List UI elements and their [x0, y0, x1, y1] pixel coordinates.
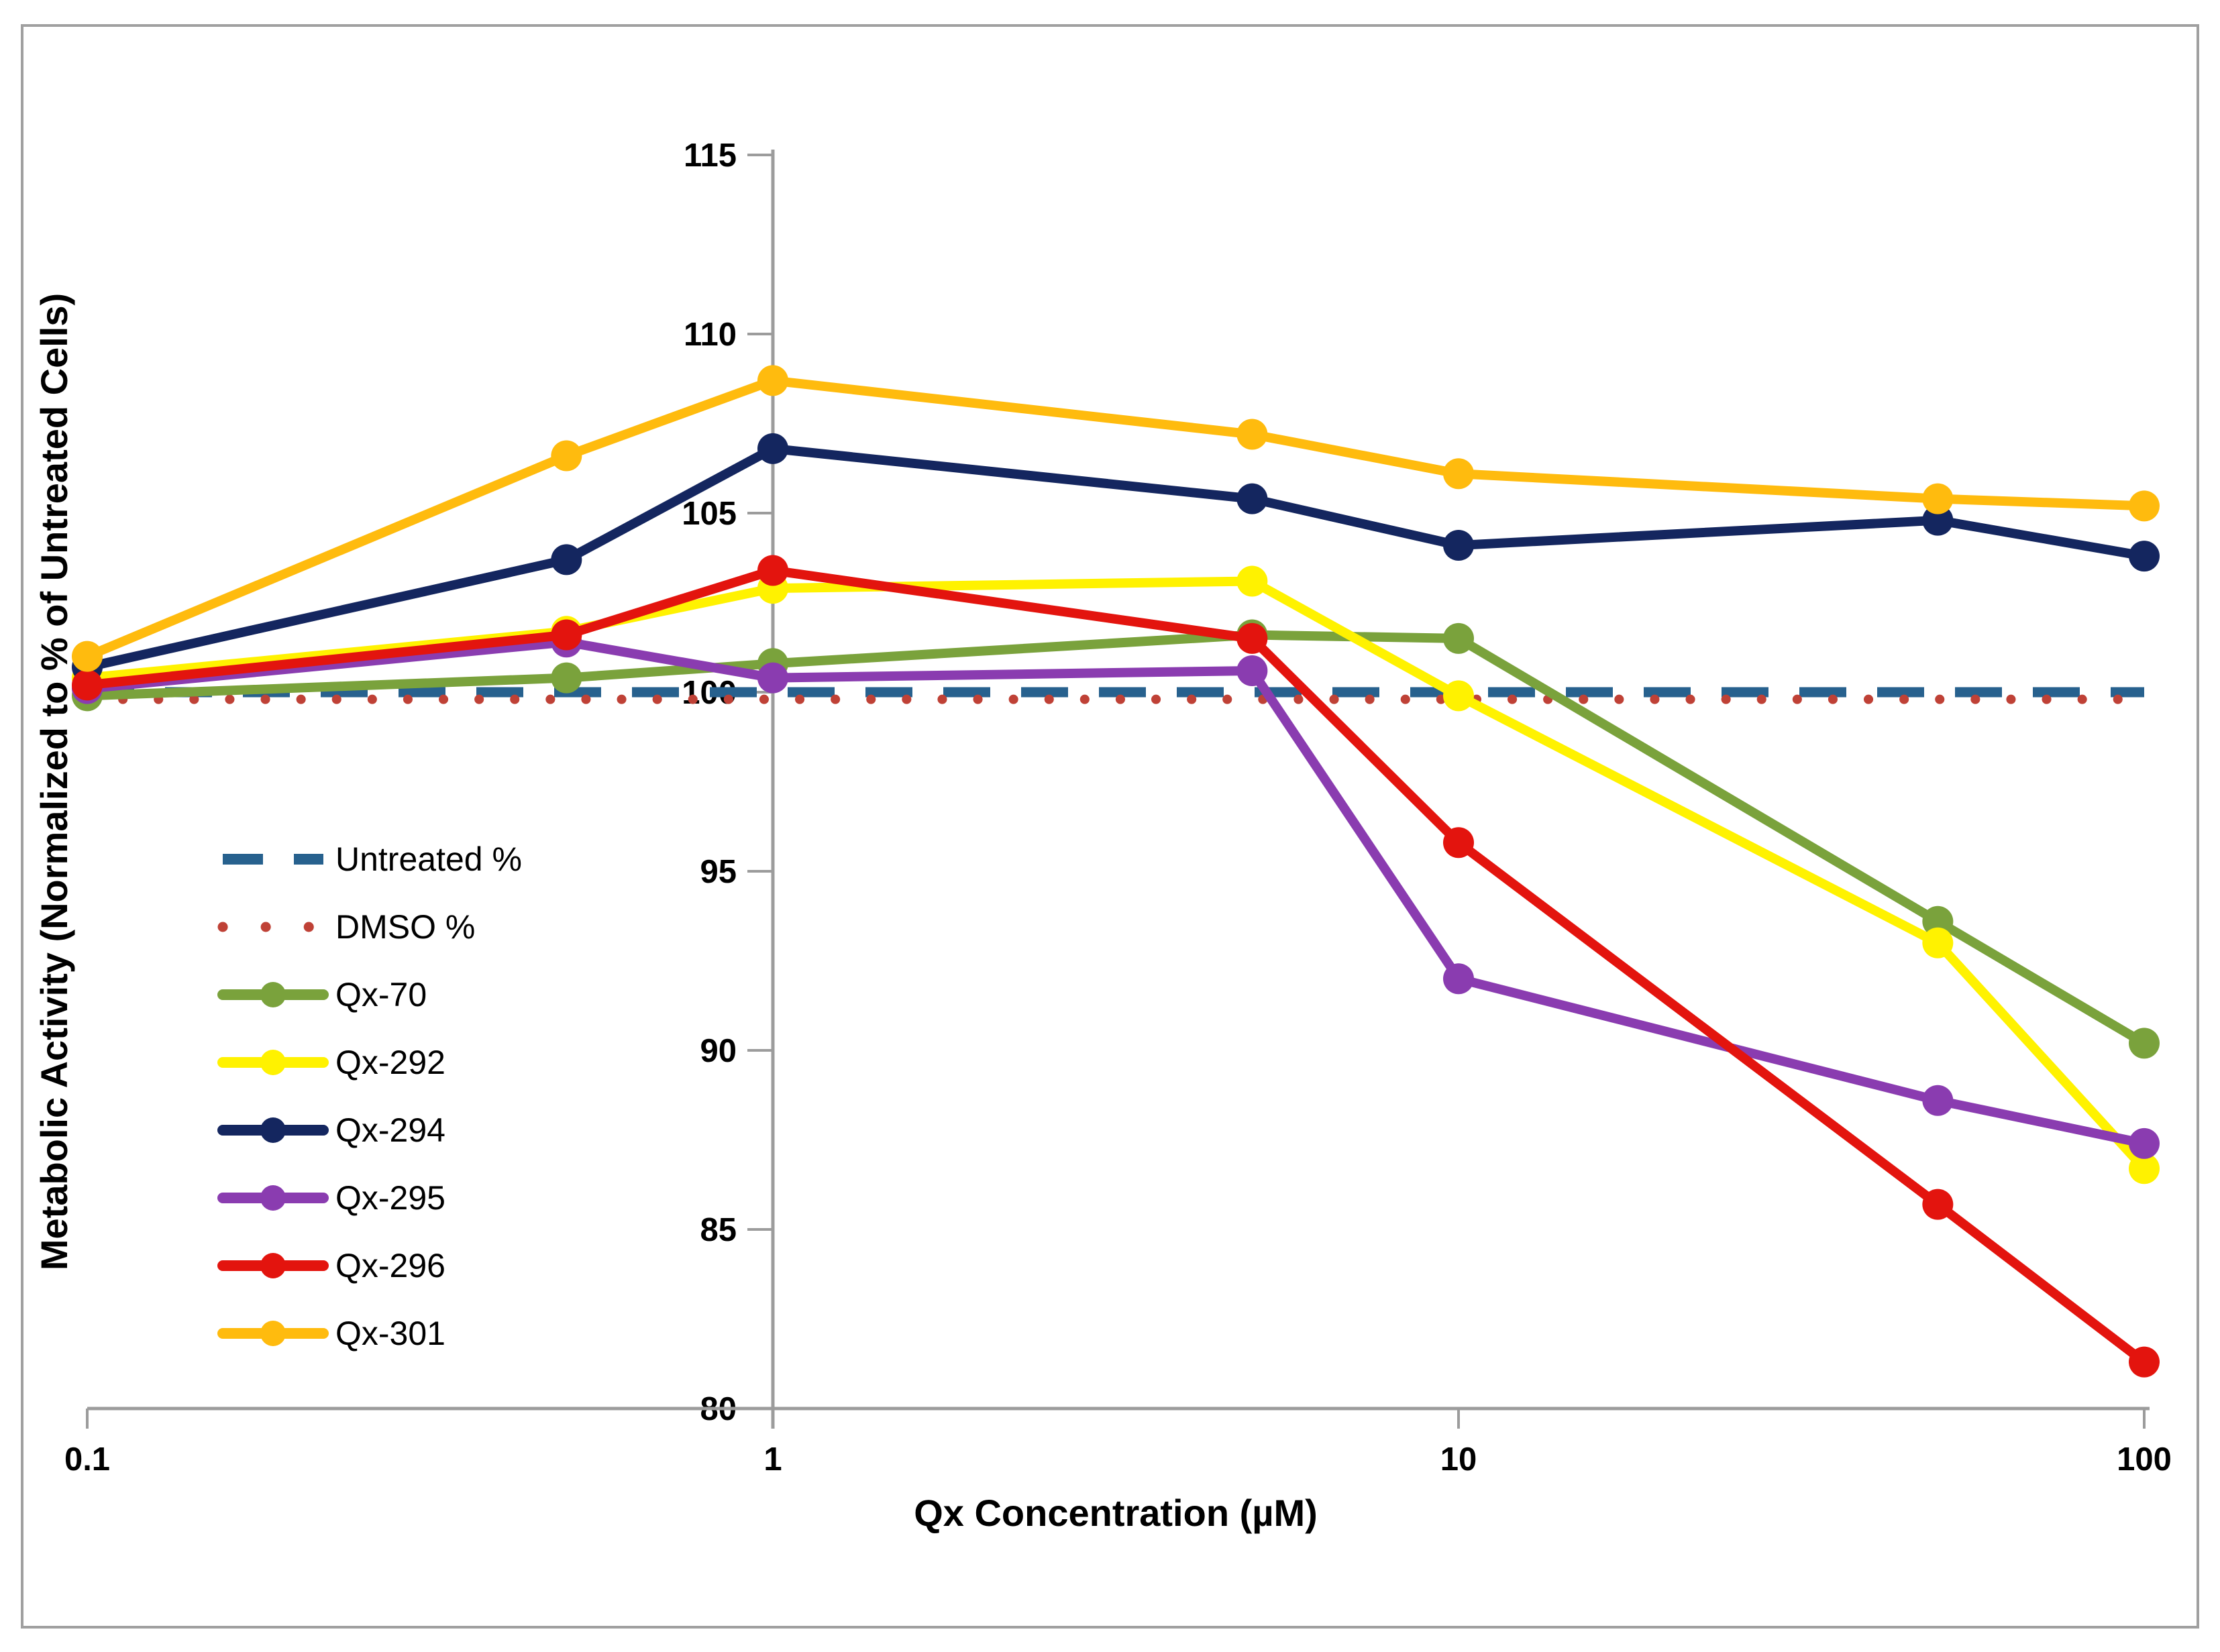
y-axis-tick-label: 110 — [684, 317, 737, 353]
legend-item-dmso: DMSO % — [217, 908, 475, 946]
legend-swatch-marker — [260, 982, 286, 1007]
legend-item-qx-296: Qx-296 — [217, 1247, 445, 1284]
data-point — [1443, 963, 1474, 995]
y-axis-tick-label: 90 — [700, 1033, 737, 1069]
data-point — [2129, 1028, 2160, 1059]
legend-item-label: Qx-70 — [335, 976, 427, 1013]
legend-item-label: Qx-301 — [335, 1315, 445, 1352]
series-qx-301 — [72, 365, 2160, 672]
legend-item-qx-295: Qx-295 — [217, 1179, 445, 1217]
data-point — [1922, 927, 1954, 958]
data-point — [1922, 483, 1954, 514]
legend-swatch-marker — [260, 1050, 286, 1075]
data-point — [1236, 622, 1268, 654]
data-point — [1922, 1189, 1954, 1220]
data-point — [72, 669, 103, 701]
data-point — [2129, 490, 2160, 522]
data-point — [2129, 541, 2160, 572]
data-point — [1443, 530, 1474, 561]
data-point — [1236, 483, 1268, 514]
data-point — [2129, 1153, 2160, 1185]
series-qx-294 — [72, 433, 2160, 683]
data-point — [1443, 458, 1474, 490]
data-point — [2129, 1127, 2160, 1159]
legend-swatch-marker — [260, 1185, 286, 1211]
legend-swatch-marker — [260, 1321, 286, 1346]
data-point — [1236, 655, 1268, 686]
data-point — [1922, 504, 1954, 536]
data-point — [1922, 905, 1954, 937]
data-point — [551, 662, 582, 694]
data-point — [72, 641, 103, 672]
legend-item-qx-70: Qx-70 — [217, 976, 427, 1013]
data-point — [1236, 565, 1268, 597]
y-axis-tick-label: 85 — [700, 1212, 737, 1248]
legend-item-label: Qx-295 — [335, 1179, 445, 1217]
data-point — [551, 544, 582, 575]
data-point — [551, 440, 582, 472]
data-point — [757, 433, 788, 464]
legend: Untreated % DMSO % Qx-70 Qx-292 Qx-294 Qx-295… — [217, 840, 522, 1352]
legend-item-qx-294: Qx-294 — [217, 1111, 445, 1149]
x-axis: 0.1 1 10 100 — [64, 1407, 2172, 1478]
legend-swatch-marker — [260, 1253, 286, 1278]
legend-swatch-marker — [260, 1117, 286, 1143]
legend-item-qx-292: Qx-292 — [217, 1044, 445, 1081]
y-axis-tick-label: 95 — [700, 854, 737, 890]
data-point — [1922, 1085, 1954, 1116]
data-point — [551, 619, 582, 651]
y-axis-title: Metabolic Activity (Normalized to % of U… — [33, 293, 75, 1270]
x-axis-tick-label: 1 — [763, 1441, 782, 1478]
legend-item-label: Qx-292 — [335, 1044, 445, 1081]
figure-border — [21, 24, 2199, 1629]
data-point — [2129, 1346, 2160, 1378]
data-point — [1443, 680, 1474, 712]
series-qx-296 — [72, 555, 2160, 1378]
data-point — [1236, 419, 1268, 450]
x-axis-tick-label: 0.1 — [64, 1441, 110, 1478]
legend-item-label: DMSO % — [335, 908, 475, 946]
data-point — [757, 662, 788, 694]
y-axis-tick-label: 105 — [682, 496, 737, 532]
legend-item-label: Untreated % — [335, 840, 522, 878]
data-point — [757, 555, 788, 586]
data-point — [1443, 827, 1474, 859]
legend-item-untreated: Untreated % — [223, 840, 522, 878]
y-axis-tick-label: 115 — [684, 137, 737, 174]
data-point — [1443, 622, 1474, 654]
legend-item-label: Qx-294 — [335, 1111, 445, 1149]
legend-item-qx-301: Qx-301 — [217, 1315, 445, 1352]
x-axis-tick-label: 100 — [2117, 1441, 2172, 1478]
x-axis-title: Qx Concentration (µM) — [914, 1492, 1318, 1534]
x-axis-tick-label: 10 — [1440, 1441, 1477, 1478]
legend-item-label: Qx-296 — [335, 1247, 445, 1284]
data-point — [757, 365, 788, 396]
